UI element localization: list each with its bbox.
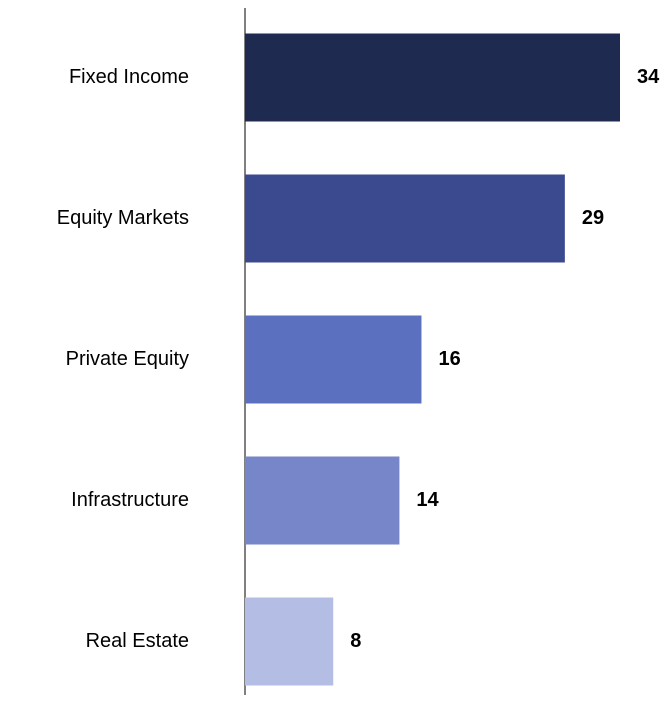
bar xyxy=(245,174,565,263)
bar xyxy=(245,315,422,404)
category-label: Private Equity xyxy=(66,348,189,370)
bar xyxy=(245,33,620,122)
value-label: 29 xyxy=(582,207,604,229)
bar xyxy=(245,597,334,686)
category-label: Equity Markets xyxy=(57,207,189,229)
category-label: Infrastructure xyxy=(71,489,189,511)
value-label: 14 xyxy=(416,489,439,511)
bar xyxy=(245,456,400,545)
category-label: Fixed Income xyxy=(69,66,189,88)
value-label: 8 xyxy=(350,630,361,652)
value-label: 34 xyxy=(637,66,660,88)
value-label: 16 xyxy=(438,348,460,370)
category-label: Real Estate xyxy=(86,630,189,652)
